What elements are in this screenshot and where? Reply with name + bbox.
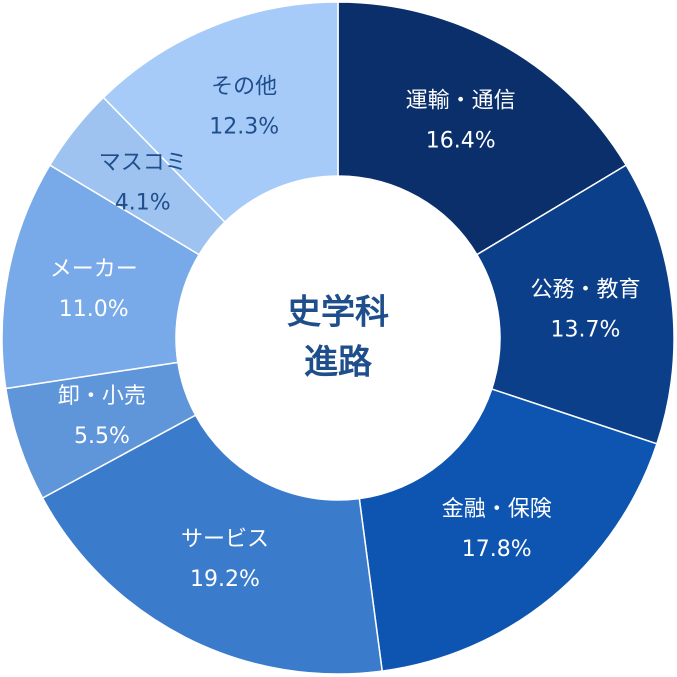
slice-label-6: マスコミ <box>99 151 187 176</box>
slice-value-2: 17.8% <box>462 537 532 562</box>
slice-label-5: メーカー <box>50 257 138 282</box>
center-title-line-2: 進路 <box>304 343 373 383</box>
slice-value-3: 19.2% <box>190 567 260 592</box>
slice-value-0: 16.4% <box>426 128 496 153</box>
slice-label-1: 公務・教育 <box>530 278 640 303</box>
slice-label-7: その他 <box>211 74 277 99</box>
slice-value-5: 11.0% <box>59 297 129 322</box>
slice-label-2: 金融・保険 <box>442 497 552 522</box>
center-title-line-1: 史学科 <box>287 293 389 333</box>
slice-value-6: 4.1% <box>115 191 171 216</box>
slice-value-4: 5.5% <box>74 424 130 449</box>
slice-label-4: 卸・小売 <box>58 384 146 409</box>
slice-label-0: 運輸・通信 <box>406 88 516 113</box>
slice-value-7: 12.3% <box>209 114 279 139</box>
slice-labels: 運輸・通信 16.4% 公務・教育 13.7% 金融・保険 17.8% サービス 19.2% 卸… <box>50 74 641 592</box>
donut-hole <box>176 176 500 500</box>
slice-label-3: サービス <box>181 527 269 552</box>
slice-value-1: 13.7% <box>551 318 621 343</box>
